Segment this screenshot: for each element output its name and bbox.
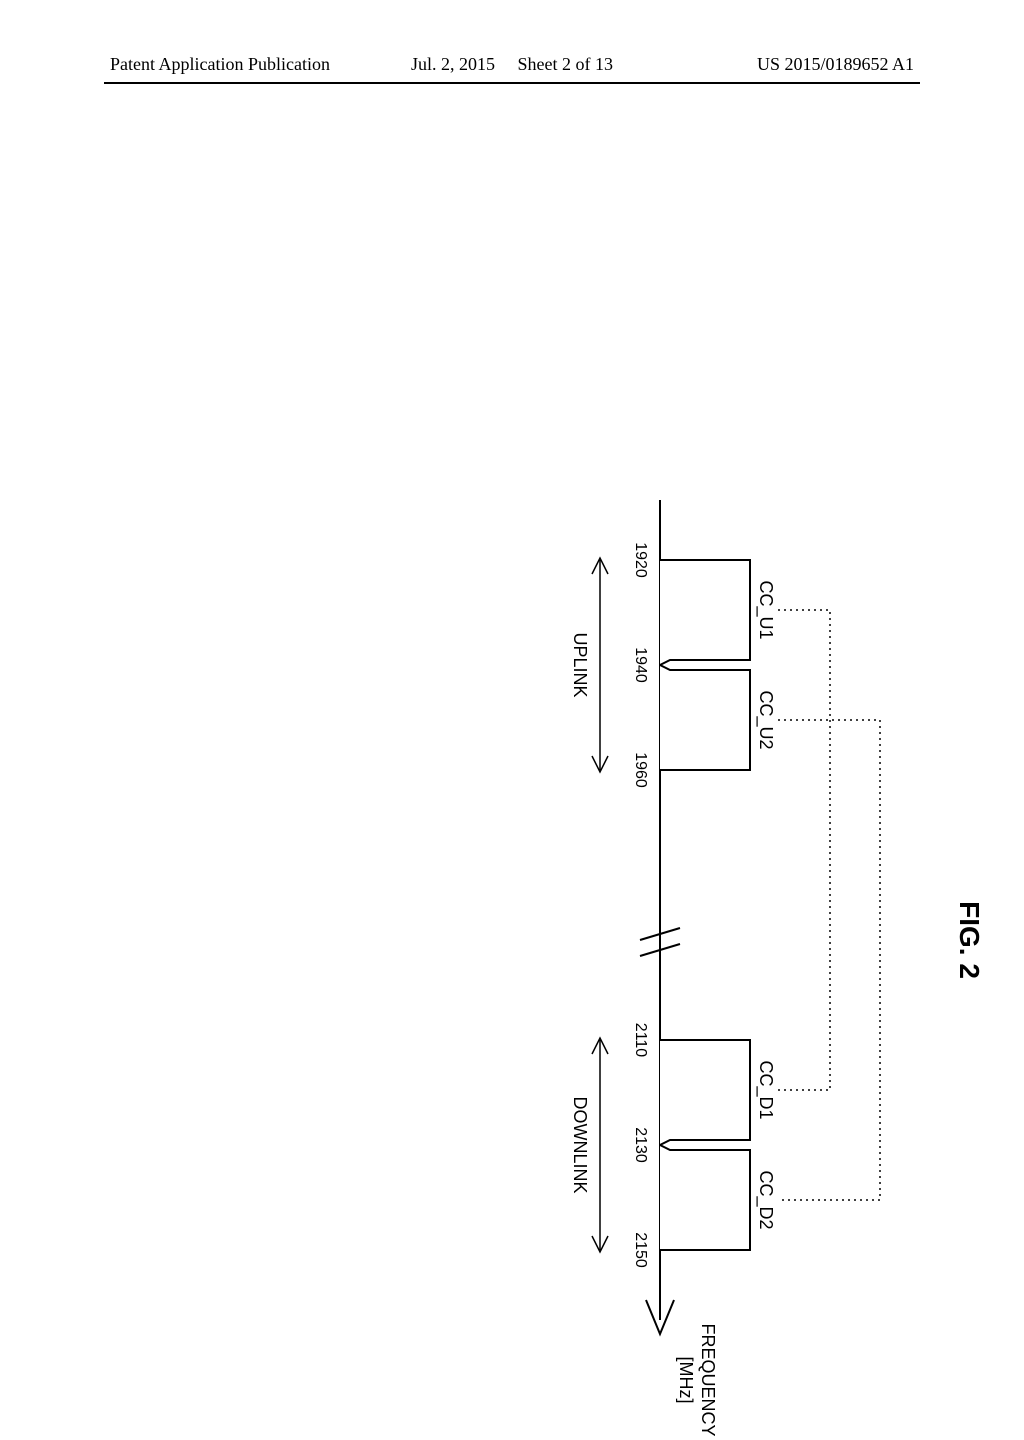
axis-label-line1: FREQUENCY [698, 1323, 718, 1436]
tick-1: 1940 [632, 647, 649, 683]
downlink-range: DOWNLINK [570, 1038, 608, 1252]
label-cc-d2: CC_D2 [755, 1170, 776, 1229]
label-cc-u1: CC_U1 [755, 580, 776, 639]
header-date: Jul. 2, 2015 [411, 54, 495, 75]
tick-5: 2150 [632, 1232, 649, 1268]
pairing-lines [778, 610, 880, 1200]
axis-label-line2: [MHz] [676, 1357, 696, 1404]
page: Patent Application Publication Jul. 2, 2… [0, 0, 1024, 1320]
pair-u1-d1 [778, 610, 830, 1090]
header-sheet: Sheet 2 of 13 [518, 54, 613, 75]
carrier-cc-d2 [660, 1145, 750, 1250]
header-rule [104, 82, 920, 84]
tick-3: 2110 [632, 1023, 649, 1058]
downlink-label: DOWNLINK [570, 1096, 590, 1193]
uplink-label: UPLINK [570, 632, 590, 697]
pair-u2-d2 [778, 720, 880, 1200]
tick-2: 1960 [632, 752, 649, 788]
label-cc-u2: CC_U2 [755, 690, 776, 749]
carrier-cc-u1 [660, 560, 750, 665]
carrier-cc-d1 [660, 1040, 750, 1145]
label-cc-d1: CC_D1 [755, 1060, 776, 1119]
header-pubno: US 2015/0189652 A1 [757, 54, 914, 75]
figure-title: FIG. 2 [954, 901, 985, 979]
tick-0: 1920 [632, 542, 649, 578]
carrier-cc-u2 [660, 665, 750, 770]
uplink-range: UPLINK [570, 558, 608, 772]
tick-4: 2130 [632, 1127, 649, 1163]
figure-2: FIG. 2 FREQUENCY [MHz] [0, 440, 1000, 920]
